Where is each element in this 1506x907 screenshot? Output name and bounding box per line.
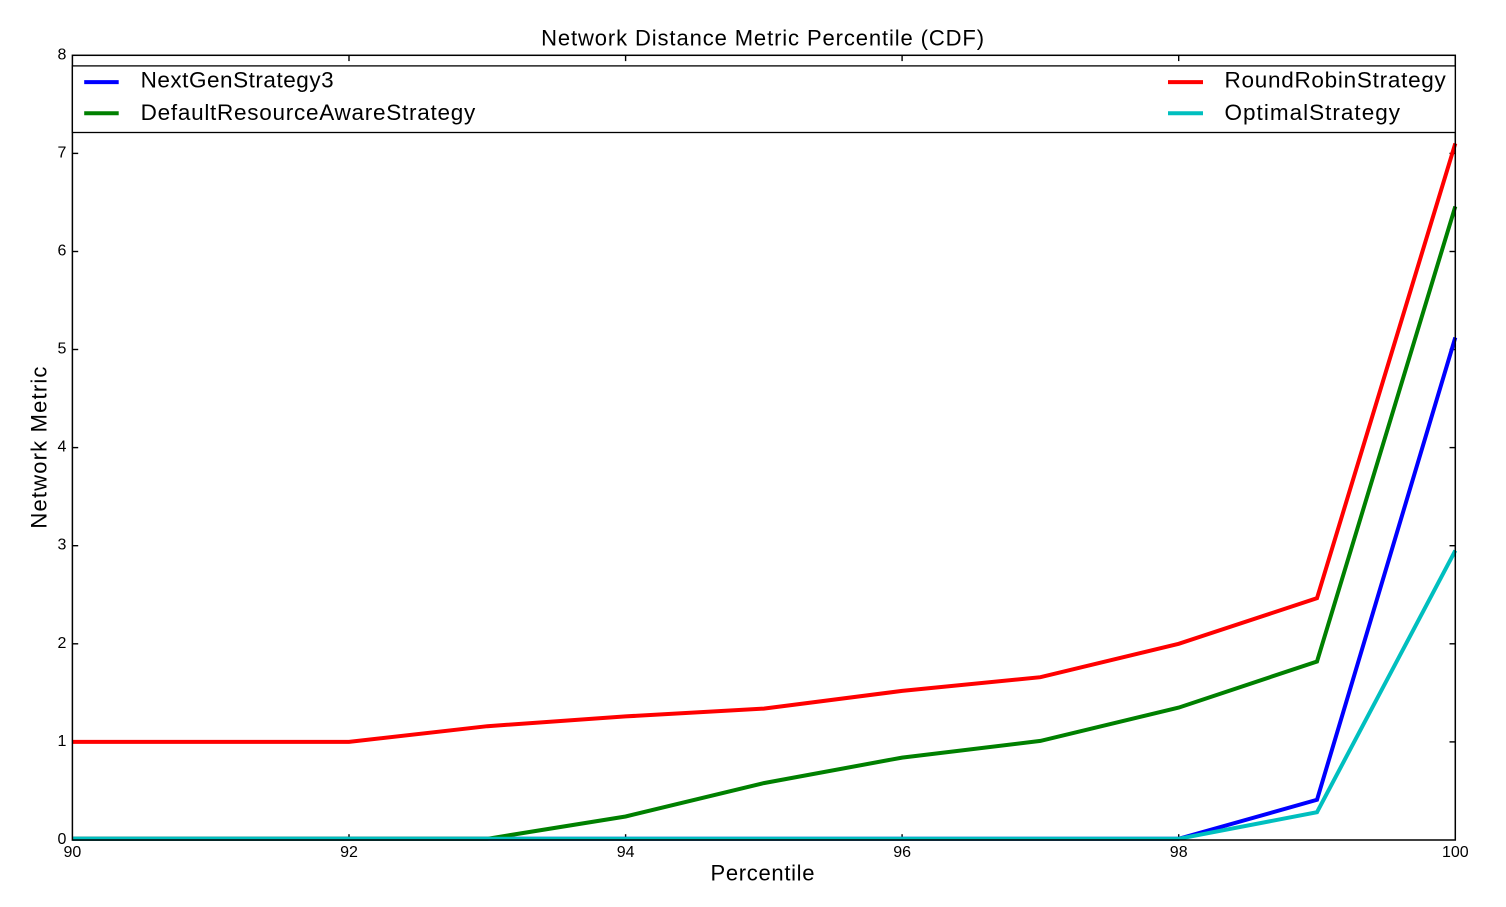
svg-text:Percentile: Percentile (711, 861, 815, 886)
svg-text:4: 4 (57, 439, 66, 456)
svg-text:DefaultResourceAwareStrategy: DefaultResourceAwareStrategy (141, 100, 476, 125)
svg-text:RoundRobinStrategy: RoundRobinStrategy (1225, 68, 1447, 93)
svg-text:6: 6 (57, 243, 66, 260)
svg-text:1: 1 (57, 733, 66, 750)
svg-text:8: 8 (57, 46, 66, 63)
svg-text:0: 0 (57, 831, 66, 848)
svg-text:100: 100 (1442, 844, 1469, 861)
svg-text:94: 94 (617, 844, 635, 861)
svg-text:OptimalStrategy: OptimalStrategy (1225, 100, 1401, 125)
svg-text:7: 7 (57, 144, 66, 161)
svg-text:2: 2 (57, 635, 66, 652)
svg-text:92: 92 (340, 844, 358, 861)
svg-text:90: 90 (64, 844, 82, 861)
svg-text:5: 5 (57, 341, 66, 358)
svg-text:Network Distance Metric Percen: Network Distance Metric Percentile (CDF) (541, 25, 984, 50)
svg-text:98: 98 (1170, 844, 1188, 861)
svg-text:Network Metric: Network Metric (27, 367, 52, 529)
svg-text:3: 3 (57, 537, 66, 554)
svg-text:96: 96 (893, 844, 911, 861)
svg-text:NextGenStrategy3: NextGenStrategy3 (141, 68, 334, 93)
